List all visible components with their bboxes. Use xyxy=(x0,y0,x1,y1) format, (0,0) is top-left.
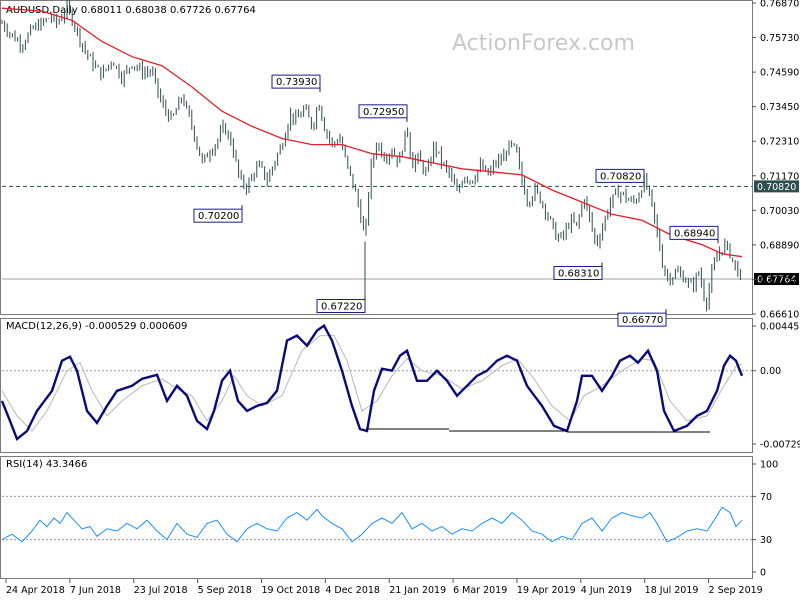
x-tick-label: 23 Jul 2018 xyxy=(134,585,188,596)
macd-tick-label: -0.007298 xyxy=(760,440,800,451)
annotation-box xyxy=(595,168,645,183)
annotation-box xyxy=(193,208,243,223)
price-tick-label: 0.75730 xyxy=(760,33,799,44)
sma-line xyxy=(1,7,743,258)
price-tick-label: 0.67750 xyxy=(760,275,799,286)
annotation-label: 0.66770 xyxy=(622,315,663,326)
annotation-label: 0.72950 xyxy=(363,107,404,118)
price-annotations: 0.73930 0.72950 0.70200 0.67220 0.70820 0.683… xyxy=(193,74,719,327)
price-tick-label: 0.73450 xyxy=(760,102,799,113)
annotation-box xyxy=(669,225,719,240)
x-axis: 24 Apr 2018 7 Jun 2018 23 Jul 2018 5 Sep 20… xyxy=(5,579,763,596)
annotation-label: 0.73930 xyxy=(276,77,317,88)
annotation-label: 0.68310 xyxy=(558,268,599,279)
price-panel-frame xyxy=(0,0,753,315)
annotation-box xyxy=(316,299,366,314)
annotation-label: 0.68940 xyxy=(674,228,715,239)
price-tick-label: 0.70030 xyxy=(760,206,799,217)
x-tick-label: 7 Jun 2018 xyxy=(70,585,121,596)
x-tick-label: 24 Apr 2018 xyxy=(6,585,65,596)
annotation-label: 0.70200 xyxy=(198,211,239,222)
price-tick-label: 0.68890 xyxy=(760,240,799,251)
annotation-label: 0.67220 xyxy=(321,302,362,313)
rsi-tick-label: 70 xyxy=(760,492,772,503)
rsi-layer: 100 70 30 0 xyxy=(1,460,778,579)
rsi-line xyxy=(1,506,743,543)
rsi-tick-label: 30 xyxy=(760,535,772,546)
x-tick-label: 19 Oct 2018 xyxy=(261,585,320,596)
rsi-panel-frame xyxy=(0,456,753,579)
x-tick-label: 2 Sep 2019 xyxy=(709,585,763,596)
x-tick-label: 18 Jul 2019 xyxy=(645,585,699,596)
x-tick-label: 5 Sep 2018 xyxy=(198,585,252,596)
price-level-tag-label: 0.67764 xyxy=(757,275,796,286)
price-tick-label: 0.74590 xyxy=(760,68,799,79)
macd-layer: 0.004456 0.00 -0.007298 xyxy=(0,322,800,451)
price-tick-label: 0.66610 xyxy=(760,310,799,321)
price-level-tag xyxy=(754,180,799,193)
annotation-box xyxy=(553,265,603,280)
annotation-box xyxy=(617,312,667,327)
price-tick-label: 0.71170 xyxy=(760,171,799,182)
x-tick-label: 21 Jan 2019 xyxy=(389,585,446,596)
price-panel-title: AUDUSD,Daily 0.68011 0.68038 0.67726 0.6… xyxy=(6,5,256,16)
macd-panel-frame xyxy=(0,318,753,453)
macd-tick-label: 0.004456 xyxy=(760,322,800,333)
rsi-tick-label: 100 xyxy=(760,460,778,471)
price-level-tag xyxy=(754,273,799,286)
macd-line xyxy=(0,323,744,441)
macd-panel-title: MACD(12,26,9) -0.000529 0.000609 xyxy=(6,321,187,332)
price-level-tag-label: 0.70820 xyxy=(757,182,796,193)
annotation-box xyxy=(271,74,321,89)
rsi-panel-title: RSI(14) 43.3466 xyxy=(6,459,87,470)
x-tick-label: 6 Mar 2019 xyxy=(453,585,507,596)
macd-tick-label: 0.00 xyxy=(760,366,781,377)
macd-signal-line xyxy=(1,335,742,432)
x-tick-label: 4 Jun 2019 xyxy=(581,585,632,596)
annotation-label: 0.70820 xyxy=(600,171,641,182)
price-horizontal-levels: 0.70820 0.67764 xyxy=(2,180,799,286)
annotation-box xyxy=(358,104,408,119)
price-axis: 0.76870 0.75730 0.74590 0.73450 0.72310 0.711… xyxy=(752,0,799,321)
rsi-tick-label: 0 xyxy=(760,568,766,579)
price-tick-label: 0.72310 xyxy=(760,137,799,148)
price-tick-label: 0.76870 xyxy=(760,0,799,10)
x-tick-label: 19 Apr 2019 xyxy=(517,585,576,596)
watermark: ActionForex.com xyxy=(452,31,635,56)
x-tick-label: 4 Dec 2018 xyxy=(325,585,380,596)
